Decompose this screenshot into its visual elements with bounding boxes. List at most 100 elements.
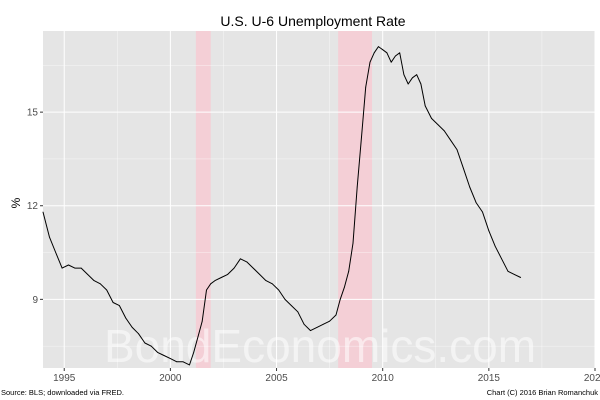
y-axis: 9 12 15 [27, 108, 43, 306]
data-point [170, 358, 171, 359]
data-point [437, 124, 439, 125]
y-tick-label: 15 [27, 108, 39, 119]
data-point [369, 61, 371, 63]
plot-panel [43, 31, 595, 368]
data-point [356, 186, 358, 188]
data-point [68, 264, 69, 266]
data-point [233, 267, 235, 269]
data-point [193, 352, 195, 353]
source-note: Source: BLS; downloaded via FRED. [1, 388, 124, 397]
data-point [214, 280, 216, 281]
data-point [259, 274, 260, 275]
data-point [61, 267, 63, 269]
data-point [80, 267, 82, 269]
data-point [150, 345, 152, 347]
x-axis: 1995 2000 2005 2010 2015 2020 [53, 368, 600, 384]
data-point [189, 364, 190, 366]
data-point [265, 280, 267, 281]
data-point [373, 52, 375, 54]
data-point [106, 289, 108, 291]
data-point [220, 277, 222, 278]
data-point [163, 355, 165, 356]
data-point [407, 83, 409, 85]
x-tick-label: 2015 [478, 373, 501, 384]
data-point [361, 136, 362, 138]
data-point [395, 55, 396, 57]
data-point [348, 270, 350, 272]
data-point [182, 361, 184, 363]
data-point [339, 299, 341, 300]
data-point [201, 320, 203, 322]
data-point [494, 245, 496, 247]
data-point [329, 320, 330, 322]
recession-band-1 [195, 31, 211, 368]
data-point [507, 270, 509, 272]
data-point [297, 311, 299, 313]
data-point [87, 274, 88, 275]
x-tick-label: 2020 [584, 373, 600, 384]
recession-bands [195, 31, 373, 368]
data-point [210, 283, 212, 285]
data-point [271, 283, 273, 285]
data-point [42, 211, 44, 213]
data-point [206, 289, 207, 291]
y-tick-label: 12 [27, 201, 39, 212]
data-point [227, 274, 229, 275]
data-point [403, 74, 405, 76]
data-point [482, 211, 483, 213]
data-point [475, 202, 477, 204]
data-point [278, 289, 280, 291]
data-point [399, 52, 401, 54]
data-point [469, 186, 471, 188]
y-tick-label: 9 [32, 295, 38, 306]
x-tick-label: 2005 [265, 373, 288, 384]
data-point [74, 267, 76, 269]
data-point [176, 361, 178, 363]
data-point [303, 323, 305, 325]
data-point [112, 302, 114, 303]
data-point [55, 252, 57, 253]
data-point [93, 280, 95, 281]
data-point [488, 230, 490, 232]
data-point [291, 305, 292, 306]
data-point [119, 305, 120, 306]
data-point [501, 258, 502, 260]
data-point [252, 267, 254, 269]
data-point [412, 77, 413, 79]
data-point [240, 258, 241, 260]
series-group [42, 46, 522, 366]
data-point [431, 118, 432, 119]
data-point [125, 317, 127, 319]
data-point [284, 299, 286, 300]
x-tick-label: 2000 [159, 373, 182, 384]
data-point [424, 105, 426, 107]
data-point [144, 342, 146, 344]
data-point [443, 130, 445, 132]
data-point [450, 139, 451, 141]
chart-title: U.S. U-6 Unemployment Rate [220, 13, 405, 29]
data-point [49, 236, 50, 238]
data-point [378, 46, 379, 47]
data-point [310, 330, 311, 331]
data-point [131, 327, 133, 328]
data-point [382, 49, 384, 51]
data-point [352, 242, 354, 244]
chart-credit: Chart (C) 2016 Brian Romanchuk [487, 388, 599, 397]
data-point [157, 352, 159, 353]
data-point [513, 274, 515, 275]
data-point [520, 277, 522, 278]
data-point [456, 149, 458, 151]
x-tick-label: 2010 [372, 373, 395, 384]
x-tick-label: 1995 [53, 373, 76, 384]
data-point [416, 74, 418, 76]
data-point [322, 323, 324, 325]
data-point [316, 327, 318, 328]
y-axis-label: % [9, 197, 23, 208]
watermark: BondEconomics.com [104, 320, 536, 372]
data-point [344, 286, 345, 288]
data-point [197, 336, 199, 338]
data-point [386, 52, 388, 54]
data-point [365, 86, 367, 88]
data-point [390, 61, 392, 63]
